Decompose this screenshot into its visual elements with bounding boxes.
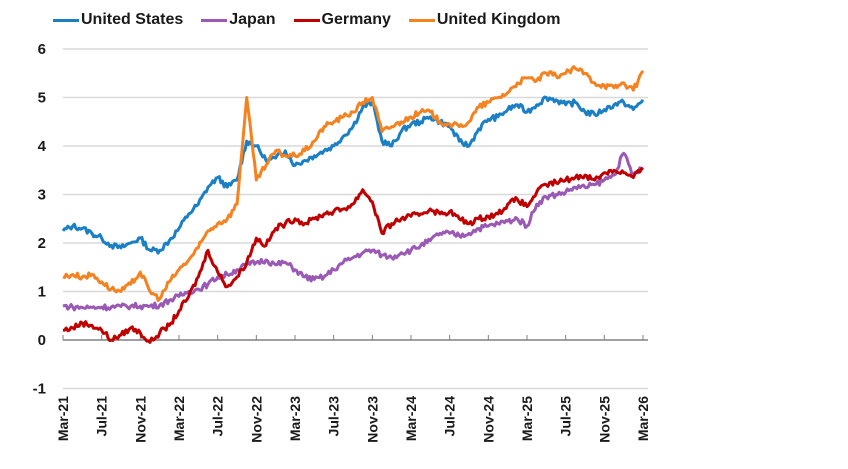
- legend-swatch-germany: [293, 18, 320, 22]
- legend-label-united-kingdom: United Kingdom: [436, 11, 561, 28]
- series-line-united-kingdom: [62, 65, 645, 302]
- x-tick-label: Nov-25: [596, 396, 612, 443]
- x-tick-label: Nov-22: [248, 396, 264, 443]
- y-tick-label: 0: [38, 332, 46, 349]
- series-lines: [61, 65, 645, 344]
- x-tick-label: Nov-21: [132, 396, 148, 443]
- y-axis-tick-labels: 6 5 4 3 2 1 0 -1: [33, 41, 47, 398]
- legend-item-japan: Japan: [201, 11, 276, 29]
- x-tick-label: Jul-24: [442, 396, 458, 437]
- x-tick-label: Jul-21: [94, 396, 110, 437]
- x-tick-label: Nov-23: [364, 396, 380, 443]
- legend-item-germany: Germany: [293, 11, 391, 29]
- x-tick-label: Jul-22: [210, 396, 226, 437]
- legend-swatch-japan: [201, 18, 228, 22]
- y-tick-label: 3: [38, 187, 46, 204]
- legend-swatch-united-kingdom: [408, 18, 435, 22]
- x-tick-label: Jul-23: [326, 396, 342, 437]
- series-line-united-states: [61, 95, 645, 255]
- legend-label-japan: Japan: [229, 11, 276, 28]
- legend-swatch-united-states: [53, 18, 79, 22]
- x-tick-label: Mar-24: [403, 396, 419, 441]
- y-tick-label: 5: [38, 90, 46, 107]
- y-tick-label: 1: [38, 284, 46, 301]
- legend-label-germany: Germany: [321, 11, 391, 28]
- x-tick-label: Mar-26: [635, 396, 651, 441]
- x-tick-label: Mar-23: [287, 396, 303, 441]
- legend-item-united-kingdom: United Kingdom: [408, 11, 561, 29]
- series-line-japan: [62, 151, 644, 312]
- y-tick-label: 2: [38, 235, 46, 252]
- legend-item-united-states: United States: [53, 11, 183, 29]
- x-tick-label: Mar-21: [55, 396, 71, 441]
- chart-legend: United States Japan Germany United Kingd…: [53, 11, 578, 29]
- x-axis: Mar-21 Jul-21 Nov-21 Mar-22 Jul-22 Nov-22 Mar-…: [55, 335, 651, 443]
- x-tick-label: Mar-25: [519, 396, 535, 441]
- x-tick-label: Mar-22: [171, 396, 187, 441]
- y-tick-label: 6: [38, 41, 46, 58]
- series-line-germany: [62, 166, 644, 344]
- x-tick-label: Nov-24: [480, 396, 496, 443]
- x-tick-label: Jul-25: [558, 396, 574, 437]
- y-tick-label: 4: [38, 138, 47, 155]
- legend-label-united-states: United States: [81, 11, 184, 28]
- y-tick-label: -1: [33, 381, 46, 398]
